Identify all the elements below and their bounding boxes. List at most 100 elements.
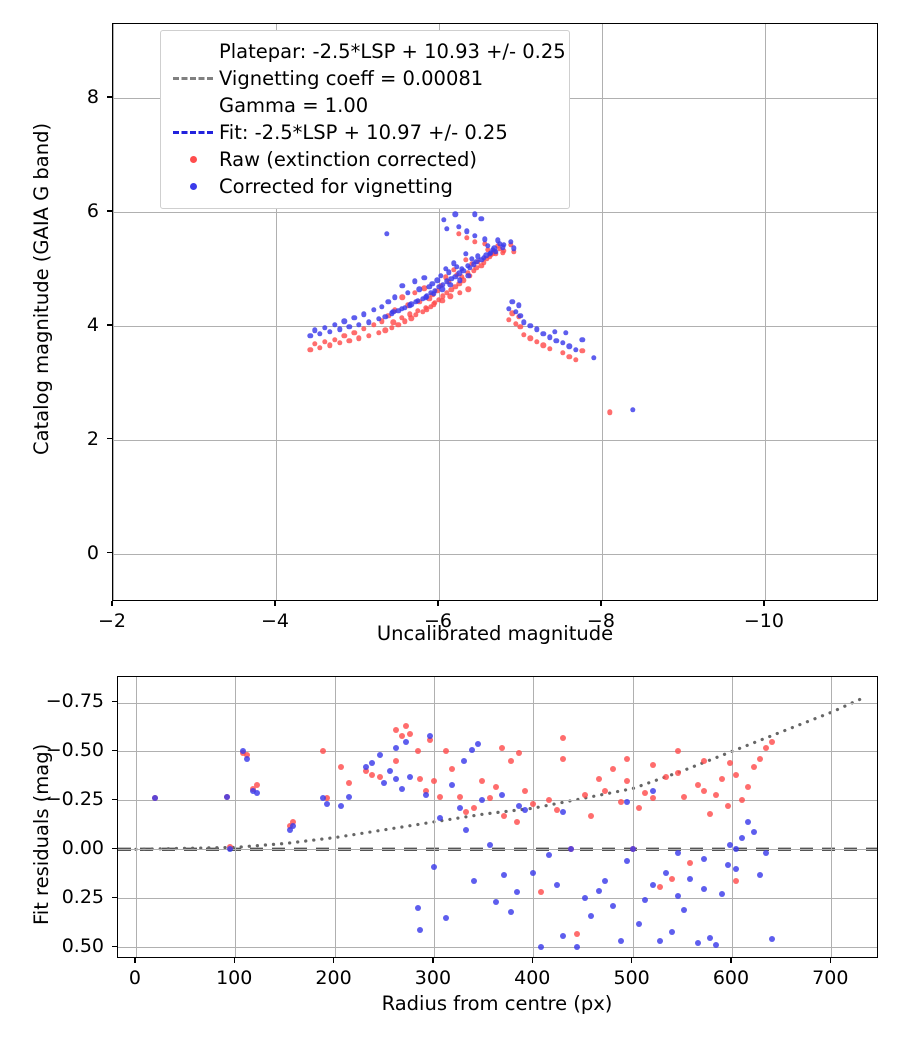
data-point: [601, 877, 608, 884]
data-point: [623, 858, 630, 865]
data-point: [560, 809, 567, 816]
data-point: [472, 233, 478, 239]
data-point: [713, 942, 720, 949]
tick-mark-x: [437, 601, 439, 606]
data-point: [462, 826, 469, 833]
data-point: [483, 255, 489, 262]
tick-label-y: 0.25: [61, 886, 104, 909]
data-point: [527, 323, 533, 329]
data-point: [419, 309, 426, 315]
data-point: [492, 783, 499, 790]
data-point: [341, 333, 348, 339]
legend-entry: Gamma = 1.00: [171, 92, 558, 119]
data-point: [681, 793, 688, 800]
gridline-vertical: [235, 677, 237, 957]
data-point: [750, 828, 757, 835]
data-point: [635, 920, 642, 927]
data-point: [467, 264, 473, 271]
data-point: [546, 852, 553, 859]
data-point: [472, 211, 478, 217]
data-point: [395, 308, 401, 314]
data-point: [506, 317, 512, 323]
data-point: [463, 257, 469, 263]
data-point: [416, 286, 423, 293]
data-point: [448, 766, 455, 772]
gridline-vertical: [135, 677, 137, 957]
data-point: [719, 891, 725, 898]
data-point: [554, 807, 561, 814]
data-point: [533, 326, 540, 332]
data-point: [579, 348, 586, 354]
data-point: [459, 266, 465, 272]
tick-label-y: −0.50: [45, 739, 104, 762]
data-point: [485, 243, 491, 249]
tick-label-x: 600: [712, 967, 750, 989]
tick-mark-x: [274, 601, 276, 606]
data-point: [444, 278, 450, 285]
data-point: [312, 327, 318, 334]
data-point: [657, 883, 664, 890]
tick-label-y: 6: [86, 199, 99, 222]
legend-label: Raw (extinction corrected): [219, 148, 477, 171]
data-point: [663, 773, 670, 780]
data-point: [319, 748, 326, 755]
data-point: [762, 850, 769, 857]
data-point: [663, 869, 670, 876]
data-point: [444, 290, 450, 296]
tick-mark-y: [107, 551, 112, 554]
tick-label-x: 700: [812, 967, 849, 989]
data-point: [387, 768, 394, 774]
gridline-vertical: [439, 24, 440, 600]
data-point: [463, 228, 470, 234]
data-point: [430, 864, 437, 870]
tick-mark-x: [111, 601, 113, 606]
tick-mark-x: [630, 958, 633, 963]
data-point: [436, 296, 442, 303]
data-point: [554, 881, 561, 888]
data-point: [377, 773, 384, 780]
data-point: [432, 287, 438, 294]
tick-label-y: 4: [86, 313, 99, 336]
gridline-horizontal: [118, 947, 877, 949]
tick-mark-y: [112, 896, 117, 898]
tick-mark-x: [332, 958, 335, 963]
tick-mark-x: [432, 958, 434, 963]
data-point: [744, 783, 751, 790]
gridline-horizontal: [118, 702, 877, 704]
data-point: [390, 319, 396, 326]
data-point: [375, 316, 382, 322]
data-point: [427, 732, 433, 739]
data-point: [336, 326, 343, 332]
data-point: [460, 758, 467, 765]
data-point: [587, 813, 594, 819]
data-point: [434, 287, 440, 294]
gridline-vertical: [632, 677, 634, 957]
data-point: [675, 770, 682, 776]
tick-label-x: 0: [128, 967, 141, 989]
magnitude-fit-xlabel: Uncalibrated magnitude: [376, 622, 614, 645]
data-point: [713, 791, 720, 798]
data-point: [471, 261, 477, 267]
data-point: [768, 738, 775, 745]
legend-label: Gamma = 1.00: [219, 94, 369, 117]
legend-entry: Corrected for vignetting: [171, 173, 558, 200]
data-point: [399, 732, 406, 739]
data-point: [312, 341, 318, 347]
data-point: [617, 938, 624, 945]
marker-blue-icon: [171, 183, 215, 190]
data-point: [356, 335, 362, 341]
data-point: [393, 775, 400, 782]
data-point: [675, 850, 682, 857]
tick-mark-y: [112, 945, 117, 947]
data-point: [317, 331, 323, 337]
data-point: [681, 907, 688, 913]
data-point: [390, 309, 396, 315]
data-point: [707, 811, 714, 818]
data-point: [629, 846, 636, 853]
legend: Platepar: -2.5*LSP + 10.93 +/- 0.25 Vigne…: [160, 30, 570, 209]
data-point: [501, 242, 507, 248]
gridline-horizontal: [118, 800, 877, 802]
data-point: [701, 758, 708, 765]
legend-entry: Platepar: -2.5*LSP + 10.93 +/- 0.25: [171, 38, 566, 65]
data-point: [440, 282, 446, 288]
